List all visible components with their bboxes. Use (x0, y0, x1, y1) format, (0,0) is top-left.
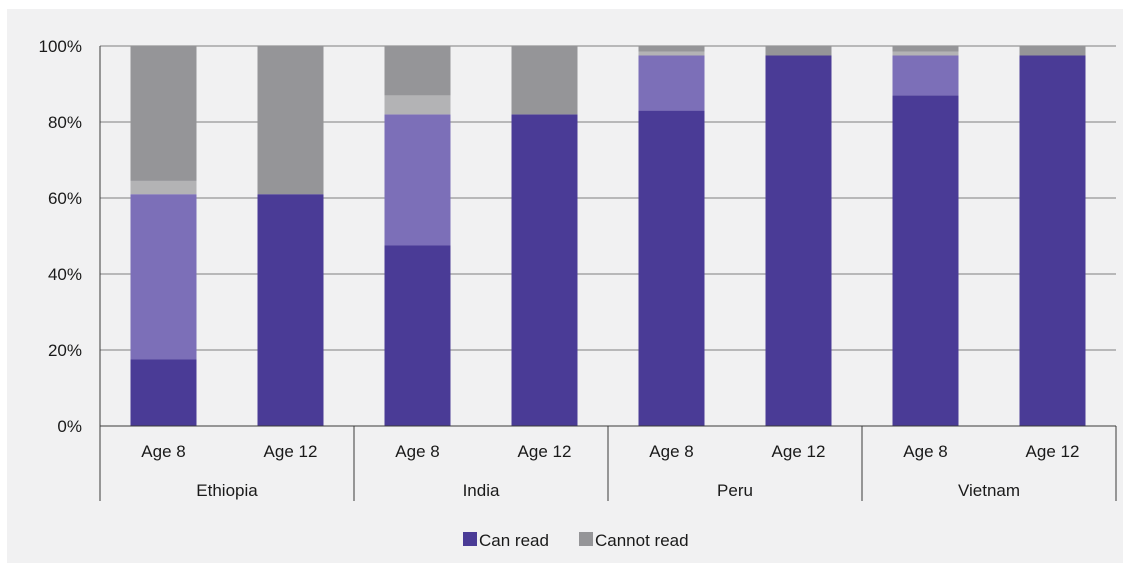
bar-segment (892, 51, 959, 56)
bars (130, 46, 1086, 427)
bar-segment (130, 194, 197, 360)
bar-segment (511, 114, 578, 427)
y-tick-label: 80% (48, 113, 82, 132)
x-tick-label: Age 12 (1026, 442, 1080, 461)
axes: 0% 20% 40% 60% 80% 100% Age 8 Age 12 Age 8 Age 12… (39, 37, 1117, 501)
bar-segment (257, 194, 324, 426)
y-tick-label: 40% (48, 265, 82, 284)
bar-segment (638, 110, 705, 426)
legend-swatch (463, 532, 477, 546)
bar-segment (384, 95, 451, 115)
x-tick-label: Age 8 (649, 442, 693, 461)
legend: Can read Cannot read (463, 531, 689, 550)
bar-segment (130, 180, 197, 195)
bar-segment (384, 245, 451, 426)
group-label: Peru (717, 481, 753, 500)
bar-segment (765, 46, 832, 56)
bar-segment (892, 46, 959, 52)
legend-swatch (579, 532, 593, 546)
bar-segment (130, 359, 197, 426)
gridlines (100, 45, 1116, 351)
legend-label: Can read (479, 531, 549, 550)
y-tick-label: 100% (39, 37, 82, 56)
group-label: Vietnam (958, 481, 1020, 500)
group-label: Ethiopia (196, 481, 258, 500)
x-tick-label: Age 12 (772, 442, 826, 461)
y-tick-label: 20% (48, 341, 82, 360)
bar-segment (1019, 55, 1086, 426)
x-tick-label: Age 12 (518, 442, 572, 461)
x-tick-label: Age 8 (141, 442, 185, 461)
legend-label: Cannot read (595, 531, 689, 550)
y-tick-label: 0% (57, 417, 82, 436)
bar-segment (638, 55, 705, 111)
bar-segment (638, 51, 705, 56)
bar-segment (384, 46, 451, 96)
group-label: India (463, 481, 500, 500)
bar-segment (257, 46, 324, 195)
bar-segment (892, 55, 959, 96)
bar-segment (1019, 46, 1086, 56)
x-tick-label: Age 12 (264, 442, 318, 461)
bar-segment (892, 95, 959, 427)
bar-segment (130, 46, 197, 181)
x-tick-label: Age 8 (395, 442, 439, 461)
x-tick-label: Age 8 (903, 442, 947, 461)
y-tick-label: 60% (48, 189, 82, 208)
bar-segment (765, 55, 832, 426)
bar-segment (638, 46, 705, 52)
bar-segment (511, 46, 578, 115)
bar-segment (384, 114, 451, 246)
